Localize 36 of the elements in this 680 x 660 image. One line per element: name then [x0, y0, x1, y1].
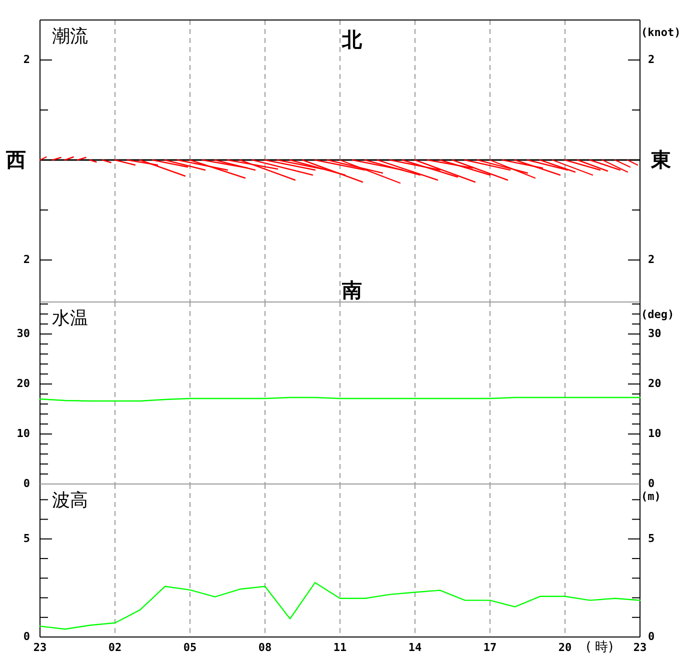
x-axis-title: ( 時) — [586, 640, 614, 655]
y2-axis-title: (deg) — [641, 308, 674, 321]
y-tick-label: 20 — [16, 377, 30, 390]
x-tick-label: 08 — [258, 641, 272, 654]
x-tick-label: 05 — [183, 641, 197, 654]
x-tick-label: 11 — [333, 641, 347, 654]
y2-tick-label: 0 — [648, 477, 655, 490]
y2-tick-label: 20 — [648, 377, 662, 390]
annotation: 南 — [341, 278, 362, 302]
y-tick-label: 0 — [23, 477, 30, 490]
x-tick-label: 23 — [33, 641, 47, 654]
y-tick-label: 10 — [16, 427, 30, 440]
y2-tick-label: 5 — [648, 532, 655, 545]
x-tick-label: 02 — [108, 641, 122, 654]
y2-axis-title: (m) — [641, 490, 661, 503]
y-tick-label: 30 — [16, 327, 30, 340]
text: 西 — [5, 147, 26, 172]
y2-tick-label: 2 — [648, 53, 655, 66]
x-tick-label: 20 — [558, 641, 572, 654]
y2-tick-label: 2 — [648, 253, 655, 266]
chart-title: 波高 — [52, 490, 88, 511]
y2-axis-title: (knot) — [641, 26, 680, 39]
y-tick-label: 2 — [23, 253, 30, 266]
annotation: 北 — [341, 27, 363, 52]
x-tick-label: 23 — [633, 641, 647, 654]
y-tick-label: 2 — [23, 53, 30, 66]
x-tick-label: 17 — [483, 641, 497, 654]
chart-title: 潮流 — [52, 26, 88, 47]
text: 東 — [650, 147, 671, 172]
chart-title: 水温 — [52, 308, 88, 329]
y-tick-label: 0 — [23, 630, 30, 644]
y2-tick-label: 0 — [648, 630, 655, 644]
y-tick-label: 5 — [23, 532, 30, 545]
y2-tick-label: 30 — [648, 327, 662, 340]
y2-tick-label: 10 — [648, 427, 662, 440]
x-tick-label: 14 — [408, 641, 422, 654]
